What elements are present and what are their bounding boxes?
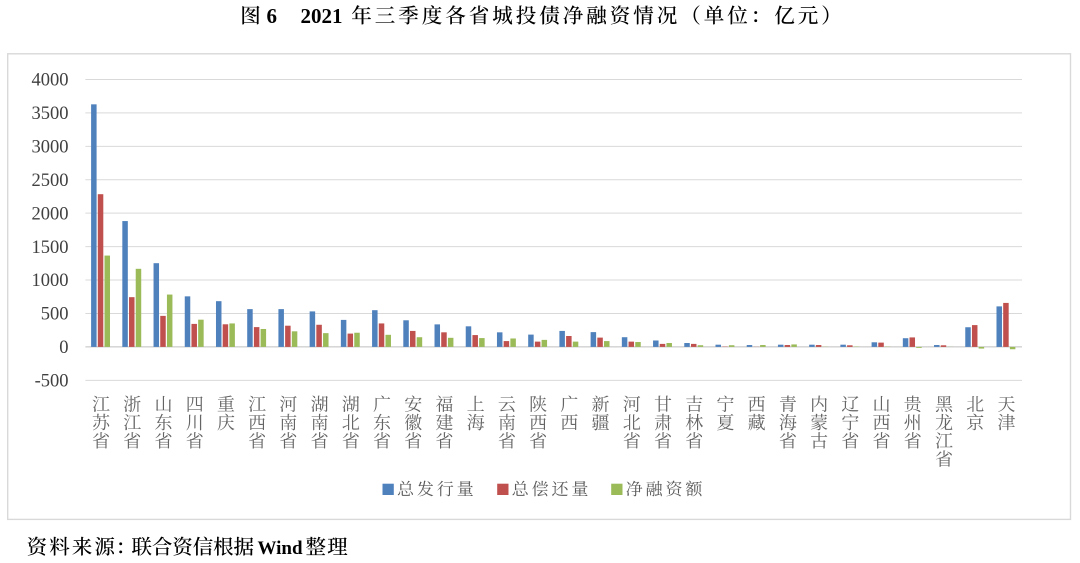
svg-text:1500: 1500 (32, 238, 69, 258)
svg-text:-500: -500 (35, 372, 69, 392)
svg-text:0: 0 (59, 338, 68, 358)
svg-text:3000: 3000 (32, 138, 69, 158)
svg-text:1000: 1000 (32, 271, 69, 291)
svg-text:2021: 2021 (301, 4, 343, 28)
svg-text:3500: 3500 (32, 104, 69, 124)
svg-text:500: 500 (41, 305, 69, 325)
svg-text:2500: 2500 (32, 171, 69, 191)
svg-text:Wind: Wind (258, 538, 304, 559)
svg-text:6: 6 (267, 4, 278, 28)
svg-text:4000: 4000 (32, 71, 69, 91)
svg-text:2000: 2000 (32, 204, 69, 224)
